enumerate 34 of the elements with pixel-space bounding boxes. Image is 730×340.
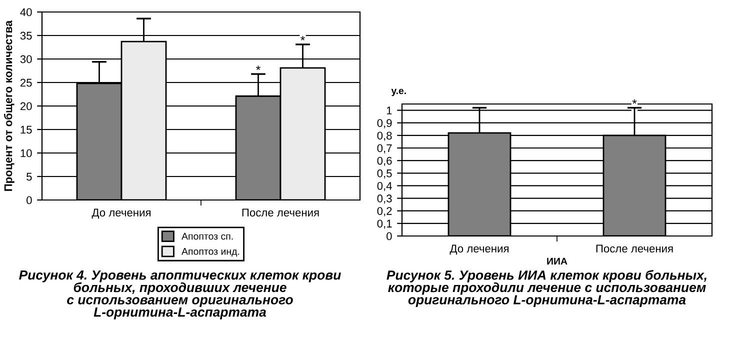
y-tick-label: 20 (20, 102, 32, 110)
y-tick-label: 0 (26, 196, 32, 204)
legend-label: Апоптоз инд. (182, 248, 240, 257)
annotation: * (256, 66, 260, 70)
y-tick-label: 25 (20, 78, 32, 87)
y-tick-label: 0,6 (377, 156, 392, 166)
y-tick-label: 1 (386, 106, 392, 114)
y-tick-label: 15 (20, 126, 32, 134)
y-tick-label: 5 (26, 172, 32, 181)
y-tick-label: 0,3 (377, 194, 392, 204)
y-tick-label: 0,9 (377, 119, 392, 128)
annotation: * (300, 36, 305, 40)
y-tick-label: 40 (20, 8, 32, 16)
y-tick-label: 0,1 (377, 220, 392, 229)
y-tick-label: 0,7 (377, 144, 392, 154)
legend-label: Апоптоз сп. (182, 232, 233, 240)
x-tick-label: До лечения (92, 208, 150, 219)
y-axis-title: Процент от общего количества (4, 20, 14, 191)
y-axis-title: у.е. (391, 88, 406, 96)
y-tick-label: 0,4 (377, 182, 392, 192)
x-axis-title: ИИА (547, 258, 568, 265)
x-tick-label: После лечения (596, 244, 673, 252)
x-tick-label: До лечения (450, 244, 508, 255)
text: Рисунок 4. Уровень апоптических клеток крови больных, проходивших лечение с использованием оригинального L-орнитина-L-аспартата (19, 270, 341, 320)
y-tick-label: 10 (20, 149, 32, 158)
y-tick-label: 0,8 (377, 132, 392, 141)
y-tick-label: 35 (20, 32, 32, 40)
text: Рисунок 5. Уровень ИИА клеток крови больных, которые проходили лечение с использованием оригинального L-орнитина-L-аспартата (386, 270, 706, 308)
y-tick-label: 0,5 (377, 169, 392, 179)
y-tick-label: 30 (20, 55, 32, 64)
y-tick-label: 0 (386, 232, 392, 240)
y-tick-label: 0,2 (377, 207, 392, 216)
annotation: * (632, 99, 637, 104)
x-tick-label: После лечения (242, 208, 319, 216)
